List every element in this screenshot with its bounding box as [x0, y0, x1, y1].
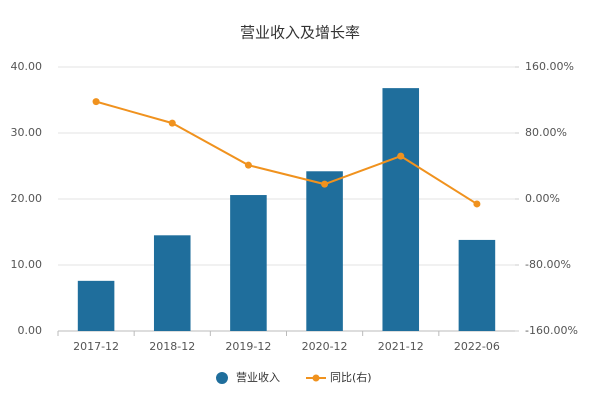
line-point	[92, 98, 100, 106]
bar	[230, 195, 267, 331]
legend-marker	[312, 374, 320, 382]
bar	[153, 235, 191, 331]
y-tick-label: 30.00	[11, 126, 43, 139]
x-tick-label: 2019-12	[225, 340, 271, 353]
line-point	[397, 152, 405, 160]
y-tick-label: 40.00	[11, 60, 43, 73]
line-point	[168, 119, 176, 127]
y2-tick-label: 0.00%	[525, 192, 560, 205]
bar	[77, 280, 115, 331]
bar	[306, 171, 343, 331]
y-tick-label: 10.00	[11, 258, 43, 271]
bar	[458, 239, 496, 331]
y-tick-label: 0.00	[18, 324, 43, 337]
x-tick-label: 2022-06	[454, 340, 500, 353]
legend-marker	[216, 372, 228, 384]
y2-tick-label: 80.00%	[525, 126, 567, 139]
y2-tick-label: -80.00%	[525, 258, 571, 271]
chart-title: 营业收入及增长率	[240, 24, 360, 42]
line-point	[321, 180, 329, 188]
bar	[382, 88, 420, 332]
y2-tick-label: -160.00%	[525, 324, 578, 337]
line-point	[244, 161, 252, 169]
legend-label: 同比(右)	[330, 370, 372, 384]
line-point	[473, 200, 481, 208]
x-tick-label: 2021-12	[378, 340, 424, 353]
x-tick-label: 2018-12	[149, 340, 195, 353]
y2-tick-label: 160.00%	[525, 60, 574, 73]
y-tick-label: 20.00	[11, 192, 43, 205]
x-tick-label: 2017-12	[73, 340, 119, 353]
line	[95, 100, 478, 205]
x-tick-label: 2020-12	[302, 340, 348, 353]
legend-label: 营业收入	[236, 370, 280, 384]
